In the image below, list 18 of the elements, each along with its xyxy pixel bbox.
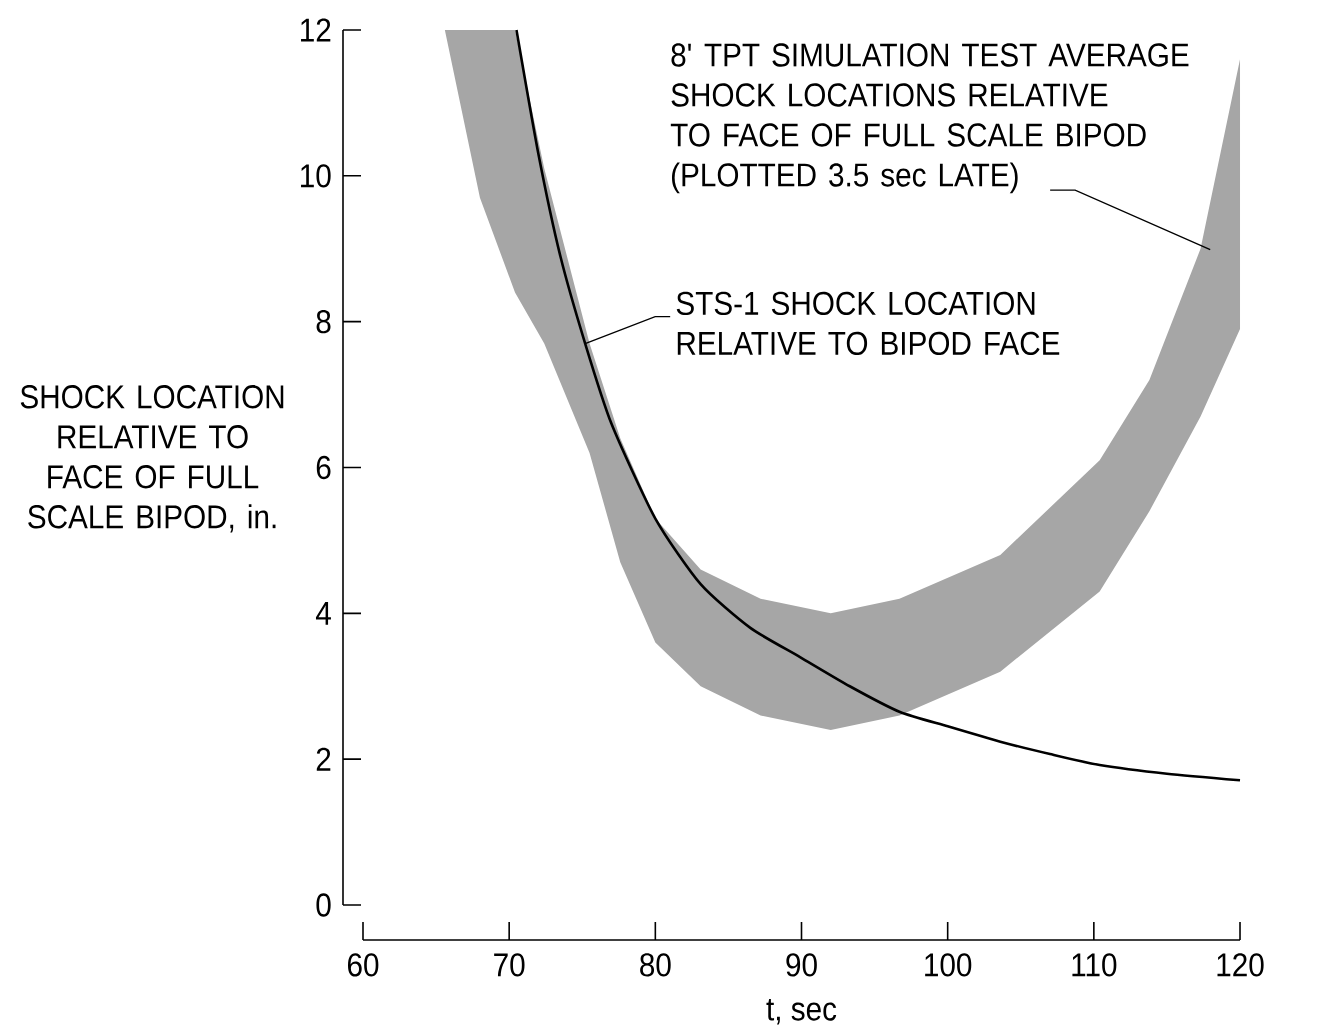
y-tick-label: 2 [316, 747, 331, 771]
x-tick-label: 80 [640, 953, 671, 977]
y-tick-label: 6 [316, 455, 331, 480]
x-axis-title: t, sec [766, 998, 837, 1025]
annotation: 8' TPT SIMULATION TEST AVERAGE SHOCK LOCATIONS RELATIVE TO FACE OF FULL SCALE BIPOD (PLOTTED 3.5 sec LATE) [670, 43, 1189, 194]
x-tick-label: 70 [494, 953, 525, 977]
y-tick-label: 12 [301, 18, 331, 42]
x-tick-label: 100 [925, 953, 972, 977]
annotation: STS-1 SHOCK LOCATION RELATIVE TO BIPOD FACE [676, 291, 1060, 356]
x-tick-label: 110 [1072, 953, 1117, 977]
x-tick-label: 60 [348, 953, 379, 977]
y-tick-label: 8 [316, 309, 331, 334]
y-tick-label: 4 [315, 601, 331, 625]
y-axis-title: SHOCK LOCATION RELATIVE TO FACE OF FULL SCALE BIPOD, in. [20, 385, 284, 533]
x-tick-label: 120 [1217, 953, 1264, 977]
y-tick-label: 10 [301, 164, 331, 188]
y-tick-label: 0 [316, 893, 331, 917]
x-tick-label: 90 [786, 953, 817, 977]
